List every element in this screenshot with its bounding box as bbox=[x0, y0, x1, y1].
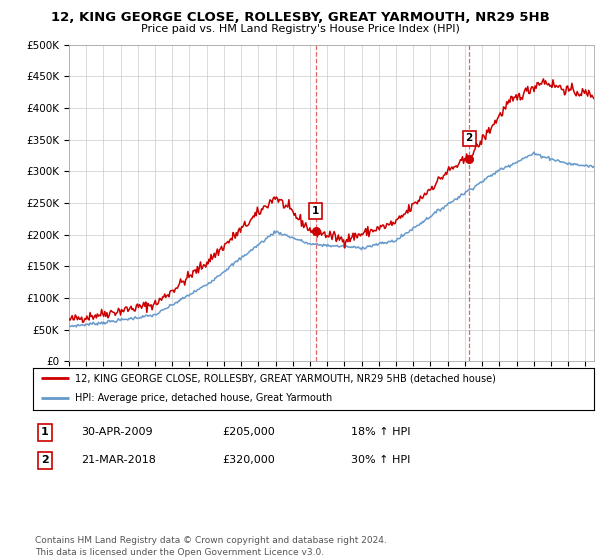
Text: 18% ↑ HPI: 18% ↑ HPI bbox=[351, 427, 410, 437]
Text: 1: 1 bbox=[41, 427, 49, 437]
Text: HPI: Average price, detached house, Great Yarmouth: HPI: Average price, detached house, Grea… bbox=[75, 393, 332, 403]
Text: 1: 1 bbox=[312, 206, 319, 216]
Text: 30% ↑ HPI: 30% ↑ HPI bbox=[351, 455, 410, 465]
Text: £320,000: £320,000 bbox=[222, 455, 275, 465]
Text: 21-MAR-2018: 21-MAR-2018 bbox=[81, 455, 156, 465]
Text: £205,000: £205,000 bbox=[222, 427, 275, 437]
Text: 12, KING GEORGE CLOSE, ROLLESBY, GREAT YARMOUTH, NR29 5HB (detached house): 12, KING GEORGE CLOSE, ROLLESBY, GREAT Y… bbox=[75, 374, 496, 384]
Text: 12, KING GEORGE CLOSE, ROLLESBY, GREAT YARMOUTH, NR29 5HB: 12, KING GEORGE CLOSE, ROLLESBY, GREAT Y… bbox=[50, 11, 550, 24]
Text: 2: 2 bbox=[466, 133, 473, 143]
Text: 2: 2 bbox=[41, 455, 49, 465]
Text: 30-APR-2009: 30-APR-2009 bbox=[81, 427, 152, 437]
Text: Contains HM Land Registry data © Crown copyright and database right 2024.
This d: Contains HM Land Registry data © Crown c… bbox=[35, 536, 386, 557]
Text: Price paid vs. HM Land Registry's House Price Index (HPI): Price paid vs. HM Land Registry's House … bbox=[140, 24, 460, 34]
